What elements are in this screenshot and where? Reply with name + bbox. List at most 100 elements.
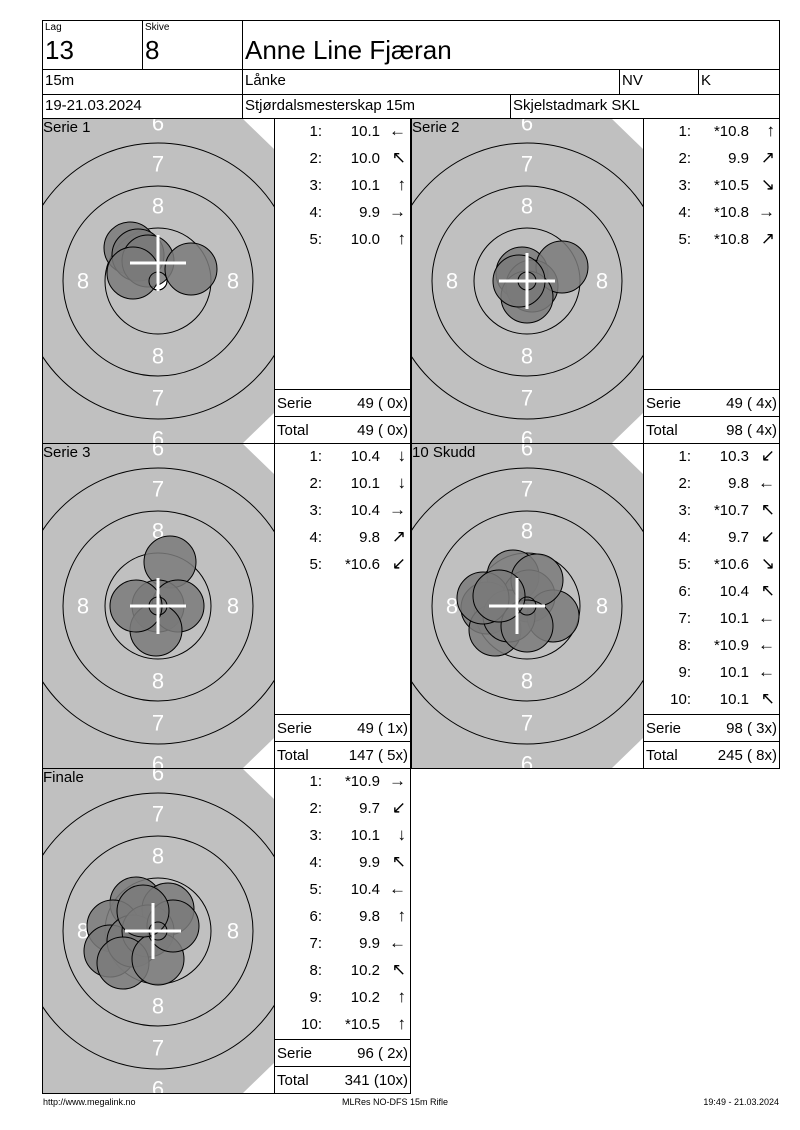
venue: Skjelstadmark SKL — [513, 97, 640, 114]
serie-row: Serie 49 ( 4x) — [644, 389, 779, 417]
shot-hole — [106, 246, 160, 300]
target-ring — [43, 467, 274, 745]
shot-value: 9.7 — [359, 800, 380, 817]
shot-value: *10.8 — [713, 204, 749, 221]
ring-label: 6 — [521, 427, 533, 444]
arrow-southwest-icon: ↙ — [760, 527, 775, 546]
shot-number: 1: — [309, 448, 322, 465]
shot-list: 1: *10.9 → 2: 9.7 ↙ 3: 10.1 ↓ 4: 9.9 ↖ 5: 10.4 ← 6: 9.8 ↑… — [275, 769, 410, 1093]
shot-value: 9.8 — [728, 475, 749, 492]
serie-label: Serie — [646, 395, 682, 412]
arrow-south-icon: ↓ — [397, 825, 407, 844]
shot-number: 5: — [678, 556, 691, 573]
shot-row: 3: *10.7 ↖ — [644, 498, 779, 525]
target: 6 6 7 7 8 8 8 8 Serie 3 — [43, 444, 275, 768]
shot-list: 1: 10.3 ↙ 2: 9.8 ← 3: *10.7 ↖ 4: 9.7 ↙ 5: *10.6 ↘ 6: 10.… — [644, 444, 779, 768]
arrow-south-icon: ↓ — [397, 473, 407, 492]
shot-number: 7: — [309, 935, 322, 952]
target-ring — [412, 467, 643, 745]
ring-label: 8 — [521, 194, 533, 219]
arrow-northeast-icon: ↗ — [760, 229, 775, 248]
arrow-north-icon: ↑ — [766, 121, 776, 140]
date-cell: 19-21.03.2024 — [42, 94, 243, 119]
lag-value: 13 — [45, 35, 74, 65]
shot-row: 5: *10.6 ↙ — [275, 552, 410, 579]
shot-number: 1: — [678, 448, 691, 465]
ring-label: 8 — [521, 669, 533, 694]
shot-number: 5: — [678, 231, 691, 248]
shot-row: 10: 10.1 ↖ — [644, 687, 779, 714]
arrow-southwest-icon: ↙ — [391, 554, 406, 573]
ring-label: 6 — [152, 752, 164, 769]
shot-row: 2: 9.8 ← — [644, 471, 779, 498]
shot-row: 1: *10.8 ↑ — [644, 119, 779, 146]
shot-number: 5: — [309, 556, 322, 573]
shooter-name: Anne Line Fjæran — [245, 35, 452, 65]
ring-label: 6 — [521, 752, 533, 769]
target-ring — [43, 142, 274, 420]
shot-list: 1: *10.8 ↑ 2: 9.9 ↗ 3: *10.5 ↘ 4: *10.8 → 5: *10.8 ↗ Se… — [644, 119, 779, 443]
total-value: 245 ( 8x) — [717, 747, 777, 764]
ring-label: 8 — [77, 919, 89, 944]
ring-label: 7 — [521, 152, 533, 177]
serie-value: 49 ( 0x) — [357, 395, 408, 412]
arrow-north-icon: ↑ — [397, 1014, 407, 1033]
shot-number: 2: — [678, 150, 691, 167]
shot-row: 7: 10.1 ← — [644, 606, 779, 633]
shot-value: 9.9 — [728, 150, 749, 167]
shot-row: 9: 10.1 ← — [644, 660, 779, 687]
shot-number: 10: — [301, 1016, 322, 1033]
arrow-east-icon: → — [758, 202, 775, 221]
panel-title: Finale — [43, 769, 84, 786]
arrow-west-icon: ← — [758, 662, 775, 681]
panel-finale: 6 6 7 7 8 8 8 8 Finale 1: *10.9 → 2: 9.7 ↙ 3: 10.1 ↓ 4: 9.9… — [42, 768, 411, 1094]
shot-number: 3: — [309, 827, 322, 844]
total-label: Total — [646, 422, 678, 439]
panel-10-skudd: 6 6 7 7 8 8 8 8 10 Skudd 1: 10.3 ↙ 2: 9.8 ← 3: *10.7 ↖ 4: 9… — [411, 443, 780, 769]
shot-value: 10.4 — [350, 881, 380, 898]
shot-row: 4: 9.7 ↙ — [644, 525, 779, 552]
name-cell: Anne Line Fjæran — [242, 20, 780, 70]
footer-url[interactable]: http://www.megalink.no — [43, 1097, 136, 1107]
ring-label: 8 — [521, 519, 533, 544]
shot-number: 4: — [678, 204, 691, 221]
shot-number: 2: — [309, 150, 322, 167]
arrow-southwest-icon: ↙ — [760, 446, 775, 465]
arrow-northwest-icon: ↖ — [760, 581, 775, 600]
shot-value: *10.6 — [344, 556, 380, 573]
shot-row: 6: 9.8 ↑ — [275, 904, 410, 931]
shot-row: 2: 9.9 ↗ — [644, 146, 779, 173]
arrow-north-icon: ↑ — [397, 987, 407, 1006]
serie-label: Serie — [277, 1045, 313, 1062]
ring-label: 8 — [521, 344, 533, 369]
shot-row: 10: *10.5 ↑ — [275, 1012, 410, 1039]
club-cell: Lånke — [242, 69, 620, 95]
ring-label: 6 — [152, 119, 164, 136]
shot-number: 2: — [309, 475, 322, 492]
target-ring — [412, 142, 643, 420]
ring-label: 8 — [152, 669, 164, 694]
shot-value: 10.2 — [350, 989, 380, 1006]
ring-label: 7 — [152, 802, 164, 827]
shot-value: *10.9 — [344, 773, 380, 790]
total-value: 341 (10x) — [344, 1072, 408, 1089]
class-cell: K — [698, 69, 780, 95]
ring-label: 6 — [152, 427, 164, 444]
shot-row: 9: 10.2 ↑ — [275, 985, 410, 1012]
shot-value: *10.8 — [713, 231, 749, 248]
arrow-west-icon: ← — [758, 608, 775, 627]
target: 6 6 7 7 8 8 8 8 Serie 2 — [412, 119, 644, 443]
shot-hole — [116, 884, 170, 938]
total-row: Total 98 ( 4x) — [644, 416, 779, 444]
panel-title: 10 Skudd — [412, 444, 476, 461]
ring-label: 8 — [227, 594, 239, 619]
shot-value: 10.4 — [350, 448, 380, 465]
panel-serie-3: 6 6 7 7 8 8 8 8 Serie 3 1: 10.4 ↓ 2: 10.1 ↓ 3: 10.4 → 4: 9.… — [42, 443, 411, 769]
shot-row: 2: 9.7 ↙ — [275, 796, 410, 823]
shot-hole — [143, 535, 197, 589]
ring-label: 6 — [152, 769, 164, 786]
ring-label: 8 — [446, 269, 458, 294]
ring-label: 7 — [521, 386, 533, 411]
shot-value: 10.4 — [719, 583, 749, 600]
shot-value: *10.5 — [713, 177, 749, 194]
